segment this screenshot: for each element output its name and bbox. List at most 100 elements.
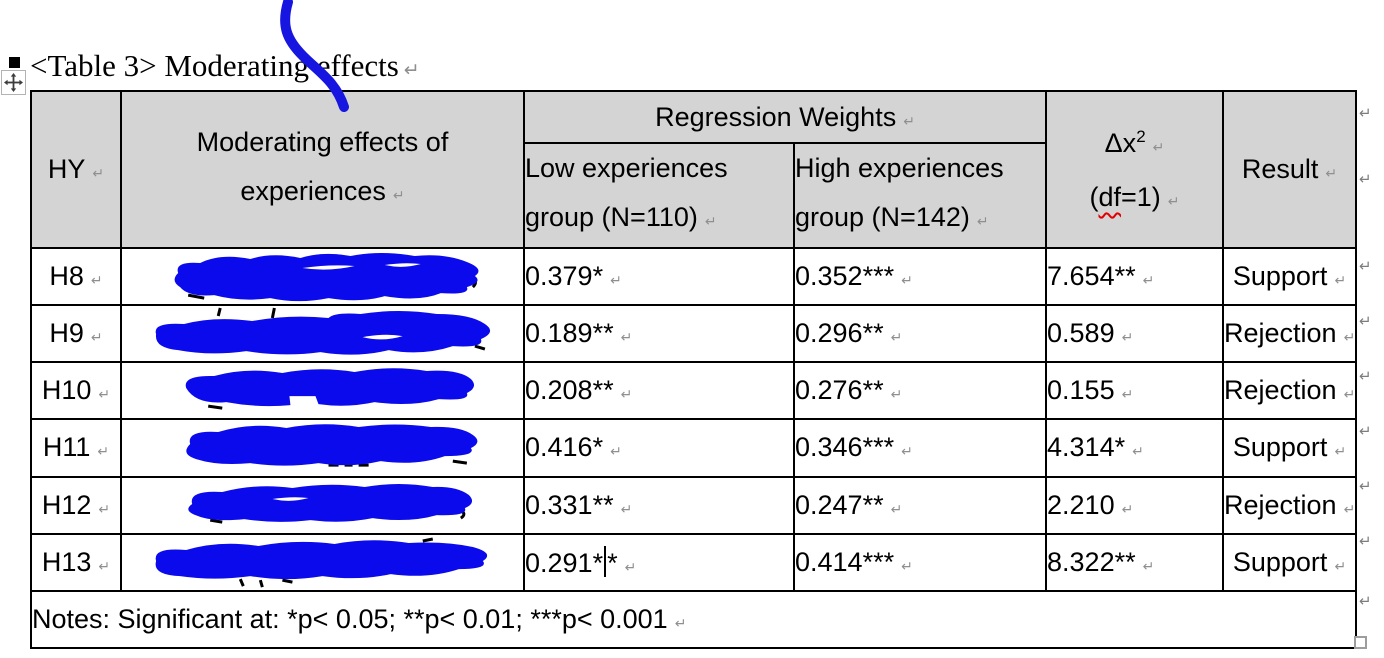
redaction-scribble-icon <box>155 537 488 588</box>
cell-mark: ↵ <box>1343 330 1356 347</box>
cell-mark: ↵ <box>624 559 637 576</box>
cell-result[interactable]: Rejection ↵ <box>1222 475 1358 535</box>
header-hy[interactable]: HY ↵ <box>30 90 122 249</box>
cell-moderating-redacted[interactable] <box>120 532 525 592</box>
redaction-scribble-icon <box>188 483 473 524</box>
header-low-line2: group (N=110) ↵ <box>525 202 717 232</box>
cell-notes[interactable]: Notes: Significant at: *p< 0.05; **p< 0.… <box>29 589 1358 649</box>
row-end-mark: ↵ <box>1359 477 1372 495</box>
table-row-h10: H10 ↵ 0.208** ↵ 0.276** ↵ 0.155 ↵ Rejection ↵ <box>30 361 1358 421</box>
cell-delta-value[interactable]: 2.210 ↵ <box>1045 475 1225 535</box>
cell-moderating-redacted[interactable] <box>120 418 525 478</box>
cell-low-value[interactable]: 0.379* ↵ <box>523 246 795 307</box>
cell-low-value[interactable]: 0.189** ↵ <box>523 304 795 364</box>
cell-moderating-redacted[interactable] <box>120 246 525 307</box>
cell-mark: ↵ <box>674 615 687 632</box>
paragraph-mark: ↵ <box>403 59 420 81</box>
header-high-line2: group (N=142) ↵ <box>795 202 989 232</box>
table-move-handle[interactable] <box>1 70 26 95</box>
cell-hy[interactable]: H13 ↵ <box>30 532 122 592</box>
cell-high-value[interactable]: 0.247** ↵ <box>792 475 1048 535</box>
cell-mark: ↵ <box>1334 444 1347 461</box>
table-resize-handle[interactable] <box>1354 636 1367 649</box>
header-moderating[interactable]: Moderating effects of experiences ↵ <box>120 90 525 249</box>
cell-hy[interactable]: H9 ↵ <box>30 304 122 364</box>
cell-high-value[interactable]: 0.296** ↵ <box>792 304 1048 364</box>
text-caret <box>604 545 607 577</box>
square-bullet-icon <box>9 57 20 68</box>
cell-mark: ↵ <box>1325 166 1338 182</box>
cell-moderating-redacted[interactable] <box>120 361 525 421</box>
cell-mark: ↵ <box>98 387 111 404</box>
cell-high-value[interactable]: 0.352*** ↵ <box>792 246 1048 307</box>
header-low-line1: Low experiences <box>525 153 728 183</box>
row-end-mark: ↵ <box>1359 312 1372 330</box>
cell-mark: ↵ <box>392 188 405 204</box>
cell-mark: ↵ <box>1121 387 1134 404</box>
cell-mark: ↵ <box>1343 387 1356 404</box>
header-moderating-line2: experiences ↵ <box>240 176 405 206</box>
cell-hy[interactable]: H12 ↵ <box>30 475 122 535</box>
delta-x2-line: Δx2↵ <box>1104 127 1165 158</box>
header-high-group[interactable]: High experiences group (N=142) ↵ <box>792 142 1048 249</box>
cell-delta-value[interactable]: 4.314* ↵ <box>1045 418 1225 478</box>
row-end-mark: ↵ <box>1359 532 1372 550</box>
header-regression-label: Regression Weights <box>655 101 897 132</box>
cell-result[interactable]: Rejection ↵ <box>1222 361 1358 421</box>
cell-mark: ↵ <box>98 501 111 518</box>
row-end-mark: ↵ <box>1359 367 1372 385</box>
cell-mark: ↵ <box>1334 558 1347 575</box>
row-end-mark: ↵ <box>1359 257 1372 275</box>
cell-result[interactable]: Support ↵ <box>1222 246 1358 307</box>
cell-delta-value[interactable]: 0.155 ↵ <box>1045 361 1225 421</box>
cell-mark: ↵ <box>901 558 913 575</box>
cell-mark: ↵ <box>890 330 903 347</box>
cell-moderating-redacted[interactable] <box>120 475 525 535</box>
table-row-h9: H9 ↵ 0.189** ↵ 0.296** ↵ 0.589 ↵ Rejection ↵ <box>30 304 1358 364</box>
df-line: (df=1) ↵ <box>1089 182 1180 212</box>
header-low-group[interactable]: Low experiences group (N=110) ↵ <box>523 142 795 249</box>
cell-mark: ↵ <box>1121 501 1134 518</box>
cell-result[interactable]: Rejection ↵ <box>1222 304 1358 364</box>
cell-mark: ↵ <box>1142 273 1155 290</box>
cell-mark: ↵ <box>901 273 913 290</box>
cell-mark: ↵ <box>1121 330 1134 347</box>
cell-hy[interactable]: H8 ↵ <box>30 246 122 307</box>
cell-low-value[interactable]: 0.331** ↵ <box>523 475 795 535</box>
cell-mark: ↵ <box>620 330 633 347</box>
cell-delta-value[interactable]: 8.322** ↵ <box>1045 532 1225 592</box>
cell-high-value[interactable]: 0.346*** ↵ <box>792 418 1048 478</box>
row-end-mark: ↵ <box>1359 592 1372 610</box>
cell-delta-value[interactable]: 0.589 ↵ <box>1045 304 1225 364</box>
table-row-h11: H11 ↵ 0.416* ↵ 0.346*** ↵ 4.314* ↵ Support ↵ <box>30 418 1358 478</box>
cell-result[interactable]: Support ↵ <box>1222 532 1358 592</box>
cell-mark: ↵ <box>1167 194 1180 210</box>
header-row-1: HY ↵ Moderating effects of experiences ↵ R… <box>30 90 1358 249</box>
cell-result[interactable]: Support ↵ <box>1222 418 1358 478</box>
cell-high-value[interactable]: 0.276** ↵ <box>792 361 1048 421</box>
cell-mark: ↵ <box>704 214 717 230</box>
cell-mark: ↵ <box>1142 558 1155 575</box>
cell-mark: ↵ <box>610 273 622 290</box>
notes-row: Notes: Significant at: *p< 0.05; **p< 0.… <box>29 589 1358 649</box>
cell-low-value[interactable]: 0.416* ↵ <box>523 418 795 478</box>
redaction-scribble-icon <box>155 307 491 355</box>
cell-delta-value[interactable]: 7.654** ↵ <box>1045 246 1225 307</box>
header-result[interactable]: Result ↵ <box>1222 90 1358 249</box>
header-delta-x2[interactable]: Δx2↵ (df=1) ↵ <box>1045 90 1225 249</box>
move-arrows-icon <box>4 73 23 92</box>
cell-low-value[interactable]: 0.208** ↵ <box>523 361 795 421</box>
header-moderating-line1: Moderating effects of <box>196 127 449 157</box>
header-regression-weights[interactable]: Regression Weights ↵ <box>522 90 1048 144</box>
page-title[interactable]: <Table 3> Moderating effects ↵ <box>30 48 420 84</box>
row-end-mark: ↵ <box>1359 104 1372 122</box>
cell-mark: ↵ <box>1343 501 1356 518</box>
cell-hy[interactable]: H10 ↵ <box>30 361 122 421</box>
table-row-h12: H12 ↵ 0.331** ↵ 0.247** ↵ 2.210 ↵ Rejection ↵ <box>30 475 1358 535</box>
cell-hy[interactable]: H11 ↵ <box>30 418 122 478</box>
cell-mark: ↵ <box>620 501 633 518</box>
cell-low-value[interactable]: 0.291* * ↵ <box>523 532 795 592</box>
cell-high-value[interactable]: 0.414*** ↵ <box>792 532 1048 592</box>
cell-moderating-redacted[interactable] <box>120 304 525 364</box>
